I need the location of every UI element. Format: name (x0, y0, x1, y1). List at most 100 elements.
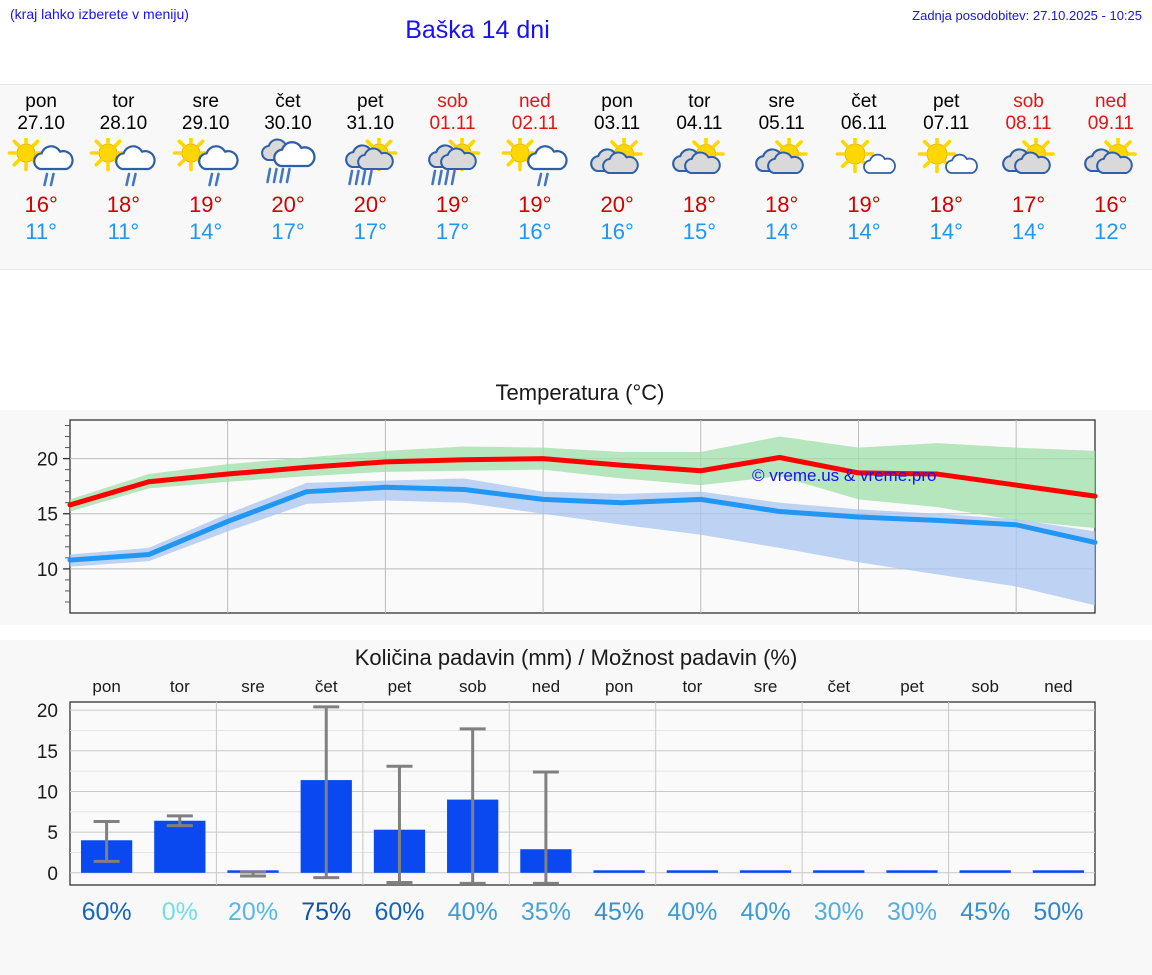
page-title: Baška 14 dni (405, 16, 550, 44)
temp-low: 17° (271, 219, 305, 244)
day-name: pet (357, 91, 384, 112)
precipitation-day-label: pon (604, 677, 634, 696)
sun-cloud-icon (590, 138, 643, 174)
svg-text:0: 0 (47, 864, 58, 885)
day-column[interactable]: ned 09.11 16° 12° (1070, 85, 1152, 269)
precipitation-probability: 50% (1033, 898, 1084, 926)
day-date: 09.11 (1087, 113, 1134, 134)
day-name: sre (192, 91, 219, 112)
precipitation-probability: 30% (813, 898, 864, 926)
sun-small-cloud-icon (917, 138, 979, 174)
precipitation-probability: 60% (81, 898, 132, 926)
day-date: 02.11 (511, 113, 558, 134)
precipitation-probability: 60% (374, 898, 425, 926)
day-name: ned (1094, 91, 1127, 112)
temp-high: 20° (271, 192, 305, 217)
day-column[interactable]: sre 05.11 18° 14° (741, 85, 823, 269)
day-date: 27.10 (17, 113, 65, 134)
precipitation-probability-row: 60% 0% 20% 75% 60% 40% 35% 45% 40% 40% 30% 30% 45% 50… (70, 898, 1095, 938)
day-date: 28.10 (99, 113, 148, 134)
precipitation-chart-title: Količina padavin (mm) / Možnost padavin … (354, 645, 798, 670)
svg-text:10: 10 (37, 560, 58, 581)
svg-text:20: 20 (37, 701, 58, 722)
temp-low: 14° (847, 219, 881, 244)
precipitation-day-label: pet (387, 677, 412, 696)
temp-high: 18° (765, 192, 799, 217)
precipitation-probability: 30% (886, 898, 938, 926)
day-name: tor (112, 91, 135, 112)
precipitation-day-label: ned (531, 677, 561, 696)
precipitation-probability: 0% (161, 898, 198, 926)
temp-low: 15° (682, 219, 717, 244)
page-header: (kraj lahko izberete v meniju) Baška 14 … (0, 0, 1152, 62)
day-column[interactable]: čet 30.10 20° 17° (247, 85, 329, 269)
precipitation-chart-panel: Količina padavin (mm) / Možnost padavin … (0, 640, 1152, 975)
precipitation-probability: 75% (301, 898, 352, 926)
temp-high: 19° (435, 192, 470, 217)
day-name: pet (933, 91, 960, 112)
temp-low: 14° (929, 219, 963, 244)
location-menu-note[interactable]: (kraj lahko izberete v meniju) (10, 6, 189, 22)
day-column[interactable]: pon 03.11 20° 16° (576, 85, 658, 269)
daily-forecast-strip: pon 27.10 16° 11° tor 28.10 18° 11° sre 29.10 1… (0, 84, 1152, 270)
temp-high: 19° (189, 192, 223, 217)
temp-high: 19° (518, 192, 552, 217)
day-name: sob (437, 91, 468, 112)
sun-cloud-rain-light-icon (7, 138, 74, 187)
temp-high: 16° (1094, 192, 1128, 217)
day-column[interactable]: tor 04.11 18° 15° (658, 85, 740, 269)
day-column[interactable]: ned 02.11 19° 16° (494, 85, 576, 269)
precipitation-probability: 40% (740, 898, 791, 926)
temp-high: 18° (106, 192, 141, 217)
sun-cloud-rain-heavy-icon (427, 138, 480, 186)
day-date: 03.11 (594, 113, 641, 134)
day-name: sob (1013, 91, 1044, 112)
temp-low: 11° (107, 219, 140, 244)
temperature-chart-panel: Temperatura (°C) 10 15 20 (0, 380, 1152, 625)
day-column[interactable]: pet 31.10 20° 17° (329, 85, 411, 269)
day-name: ned (518, 91, 551, 112)
temp-high: 17° (1011, 192, 1046, 217)
precipitation-day-label: pet (900, 677, 924, 696)
sun-cloud-rain-light-icon (501, 138, 568, 187)
sun-cloud-rain-light-icon (172, 138, 239, 187)
day-name: čet (851, 91, 877, 112)
temp-low: 17° (435, 219, 470, 244)
day-date: 07.11 (923, 113, 970, 134)
precipitation-probability: 40% (447, 898, 498, 926)
temp-low: 14° (189, 219, 223, 244)
day-date: 08.11 (1005, 113, 1052, 134)
precipitation-day-label: tor (682, 677, 703, 696)
day-name: pon (25, 91, 57, 112)
cloud-rain-heavy-icon (261, 138, 316, 184)
temp-low: 16° (600, 219, 634, 244)
precipitation-day-labels: pon tor sre čet pet sob ned pon tor sre čet pet sob n… (70, 677, 1095, 701)
sun-cloud-icon (1083, 138, 1137, 174)
precipitation-probability: 45% (960, 898, 1011, 926)
sun-cloud-icon (672, 138, 726, 174)
sun-cloud-icon (754, 138, 808, 174)
day-column[interactable]: tor 28.10 18° 11° (82, 85, 164, 269)
day-date: 05.11 (758, 113, 805, 134)
svg-text:10: 10 (37, 782, 58, 803)
precipitation-day-label: tor (169, 677, 190, 696)
temp-high: 19° (847, 192, 881, 217)
day-column[interactable]: pet 07.11 18° 14° (905, 85, 987, 269)
precipitation-day-label: čet (314, 677, 338, 696)
day-date: 06.11 (840, 113, 888, 134)
precipitation-day-label: pon (92, 677, 121, 696)
day-column[interactable]: sre 29.10 19° 14° (165, 85, 247, 269)
day-column[interactable]: sob 08.11 17° 14° (987, 85, 1069, 269)
day-date: 29.10 (181, 113, 230, 134)
precipitation-day-label: sob (971, 677, 999, 696)
sun-cloud-icon (1001, 138, 1055, 174)
temp-high: 18° (929, 192, 963, 217)
sun-cloud-rain-heavy-icon (345, 138, 398, 186)
temp-high: 18° (682, 192, 717, 217)
svg-text:15: 15 (37, 505, 58, 526)
svg-text:5: 5 (47, 823, 58, 844)
day-column[interactable]: sob 01.11 19° 17° (411, 85, 493, 269)
day-column[interactable]: čet 06.11 19° 14° (823, 85, 905, 269)
temp-low: 11° (25, 219, 57, 244)
day-column[interactable]: pon 27.10 16° 11° (0, 85, 82, 269)
